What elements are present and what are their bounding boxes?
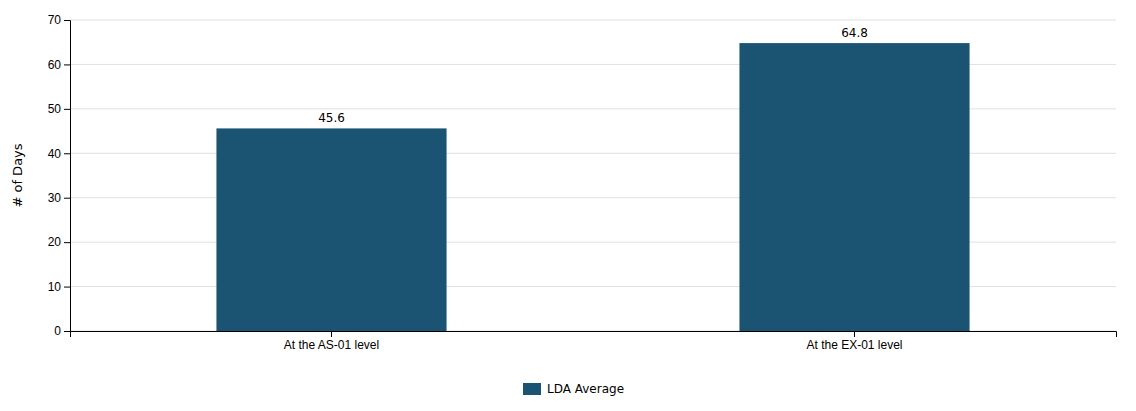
y-tick-mark	[64, 20, 70, 21]
y-axis: 0 10 20 30 40 50 60 70	[48, 13, 71, 338]
y-tick-label: 20	[48, 235, 62, 249]
grid	[70, 20, 1116, 331]
y-tick: 0	[54, 324, 70, 338]
y-tick-label: 60	[48, 58, 62, 72]
x-tick: At the AS-01 level	[284, 331, 379, 352]
y-tick: 50	[48, 102, 70, 116]
y-tick-label: 10	[48, 280, 62, 294]
y-tick-label: 40	[48, 147, 62, 161]
y-tick-label: 50	[48, 102, 62, 116]
y-tick-label: 70	[48, 13, 62, 27]
data-labels: 45.6 64.8	[318, 26, 868, 125]
y-tick: 20	[48, 235, 70, 249]
y-tick-mark	[64, 198, 70, 199]
y-tick-mark	[64, 287, 70, 288]
plot: 010203040506070At the AS-01 levelAt the …	[10, 13, 1117, 351]
y-tick-label: 30	[48, 191, 62, 205]
y-tick: 40	[48, 147, 70, 161]
bar	[739, 43, 969, 331]
x-tick-mark	[331, 331, 332, 337]
grid-line	[70, 20, 1116, 21]
bars	[216, 43, 969, 331]
x-axis: At the AS-01 level At the EX-01 level	[71, 331, 1117, 352]
y-tick-mark	[64, 109, 70, 110]
legend-swatch	[523, 383, 541, 395]
y-axis-line	[64, 21, 71, 332]
y-axis-title: # of Days	[10, 143, 25, 207]
y-tick-mark	[64, 242, 70, 243]
x-axis-line	[71, 332, 1117, 338]
legend-label: LDA Average	[547, 382, 624, 396]
data-label: 45.6	[318, 111, 345, 125]
y-tick-label: 0	[54, 324, 61, 338]
y-tick: 10	[48, 280, 70, 294]
x-tick-label: At the AS-01 level	[284, 338, 379, 352]
bar	[216, 128, 446, 331]
data-label: 64.8	[841, 26, 868, 40]
y-tick-mark	[64, 64, 70, 65]
y-tick: 60	[48, 58, 70, 72]
y-tick: 30	[48, 191, 70, 205]
y-tick-mark	[64, 153, 70, 154]
legend: LDA Average	[523, 382, 624, 396]
x-tick: At the EX-01 level	[806, 331, 902, 352]
y-tick: 70	[48, 13, 70, 27]
legend-item: LDA Average	[523, 382, 624, 396]
chart: 010203040506070At the AS-01 levelAt the …	[0, 0, 1136, 411]
x-tick-label: At the EX-01 level	[806, 338, 902, 352]
x-tick-mark	[854, 331, 855, 337]
y-tick-mark	[64, 331, 70, 332]
